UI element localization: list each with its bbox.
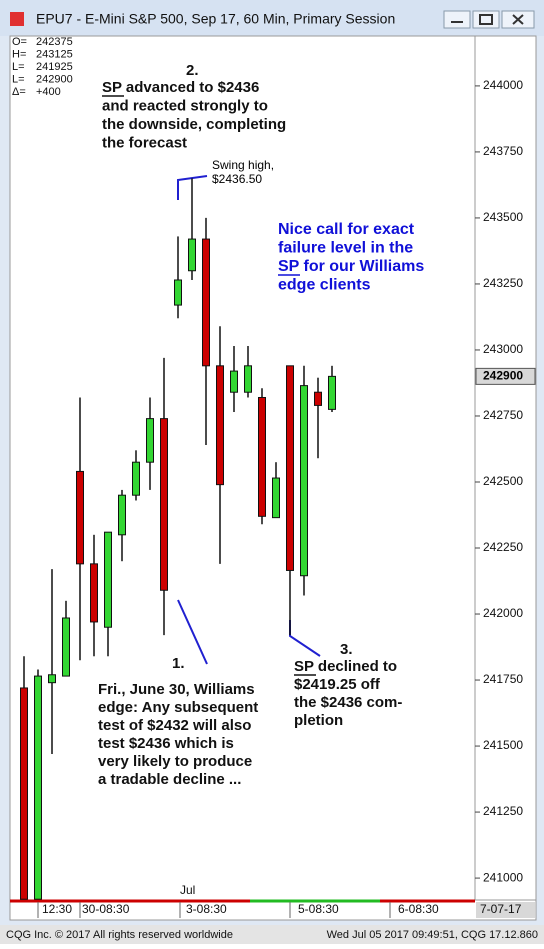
candle-body: [20, 687, 28, 900]
annotation-text: SP declined to: [294, 658, 397, 675]
annotation-text: very likely to produce: [98, 753, 252, 770]
date-box: [476, 902, 535, 918]
time-label: 12:30: [42, 902, 72, 916]
last-price-box: [475, 367, 536, 385]
candle-body: [300, 385, 308, 577]
y-tick-label: 243750: [483, 144, 523, 158]
candle-body: [216, 365, 224, 486]
candle-body: [118, 494, 126, 536]
y-tick-label: 242500: [483, 474, 523, 488]
annotation-number: 3.: [340, 641, 353, 658]
annotation-text: the downside, completing: [102, 116, 286, 133]
annotation-text: Nice call for exact: [278, 221, 415, 238]
annotation-text: Swing high,: [212, 158, 274, 172]
candle-body: [146, 418, 154, 463]
candle-body: [132, 461, 140, 496]
footer-right: Wed Jul 05 2017 09:49:51, CQG 17.12.860: [327, 929, 538, 941]
annotation-text: Fri., June 30, Williams: [98, 681, 255, 698]
time-label: 5-08:30: [298, 902, 339, 916]
window-title: EPU7 - E-Mini S&P 500, Sep 17, 60 Min, P…: [36, 11, 395, 27]
candle-body: [244, 365, 252, 393]
data-window-value: 243125: [36, 48, 73, 60]
annotation-text: the $2436 com-: [294, 694, 402, 711]
data-window-value: 242900: [36, 73, 73, 85]
candle-body: [62, 617, 70, 677]
minimize-button[interactable]: [443, 10, 471, 29]
plot-area: [9, 35, 476, 901]
close-icon: [512, 14, 524, 25]
y-tick-label: 242250: [483, 540, 523, 554]
annotation-text: pletion: [294, 712, 343, 729]
time-label: 30-08:30: [82, 902, 130, 916]
data-window-value: 241925: [36, 61, 73, 73]
annotation-text: edge clients: [278, 277, 371, 294]
candle-body: [48, 674, 56, 684]
annotation-text: $2419.25 off: [294, 676, 381, 693]
y-tick-label: 242750: [483, 408, 523, 422]
maximize-icon: [479, 14, 493, 25]
annotation-text: SP for our Williams: [278, 258, 424, 275]
annotation-line: [177, 599, 208, 665]
y-tick-label: 241250: [483, 804, 523, 818]
annotation-text: test of $2432 will also: [98, 717, 251, 734]
annotation-number: 2.: [186, 62, 199, 79]
candle-body: [314, 391, 322, 406]
data-window-label: Δ=: [12, 86, 26, 98]
y-tick-label: 243250: [483, 276, 523, 290]
y-tick-label: 244000: [483, 78, 523, 92]
annotation-text: a tradable decline ...: [98, 771, 241, 788]
candle-body: [76, 470, 84, 565]
data-window-label: H=: [12, 48, 26, 60]
candle-body: [188, 238, 196, 272]
data-window-value: +400: [36, 86, 61, 98]
footer-bar: [0, 925, 544, 944]
annotation-text: test $2436 which is: [98, 735, 234, 752]
annotation-text: and reacted strongly to: [102, 97, 268, 114]
candle-body: [230, 370, 238, 393]
y-tick-label: 241500: [483, 738, 523, 752]
time-label: 3-08:30: [186, 902, 227, 916]
price-axis: [474, 35, 537, 901]
time-label: 7-07-17: [480, 902, 522, 916]
y-tick-label: 241750: [483, 672, 523, 686]
candle-body: [286, 365, 294, 571]
last-price: 242900: [483, 369, 523, 383]
candle-body: [104, 531, 112, 628]
candle-body: [34, 675, 42, 900]
annotation-text: edge: Any subsequent: [98, 699, 258, 716]
candle-body: [272, 477, 280, 519]
candle-body: [174, 279, 182, 306]
time-label: Jul: [180, 883, 195, 897]
candle-body: [328, 375, 336, 410]
annotation-text: SP advanced to $2436: [102, 79, 259, 96]
annotation-line: [177, 175, 208, 200]
annotation-text: $2436.50: [212, 172, 262, 186]
candle-body: [160, 418, 168, 591]
data-window-label: L=: [12, 61, 25, 73]
app-icon: [10, 12, 24, 26]
candle-body: [258, 396, 266, 517]
y-tick-label: 243000: [483, 342, 523, 356]
candle-body: [202, 238, 210, 367]
y-tick-label: 242000: [483, 606, 523, 620]
data-window-label: L=: [12, 73, 25, 85]
y-tick-label: 241000: [483, 870, 523, 884]
data-window-value: 242375: [36, 36, 73, 48]
annotation-text: the forecast: [102, 134, 187, 151]
maximize-button[interactable]: [472, 10, 500, 29]
candle-body: [90, 563, 98, 623]
data-window-label: O=: [12, 36, 27, 48]
footer-left: CQG Inc. © 2017 All rights reserved worl…: [6, 929, 233, 941]
annotation-text: failure level in the: [278, 240, 413, 257]
time-label: 6-08:30: [398, 902, 439, 916]
annotation-number: 1.: [172, 655, 185, 672]
y-tick-label: 243500: [483, 210, 523, 224]
